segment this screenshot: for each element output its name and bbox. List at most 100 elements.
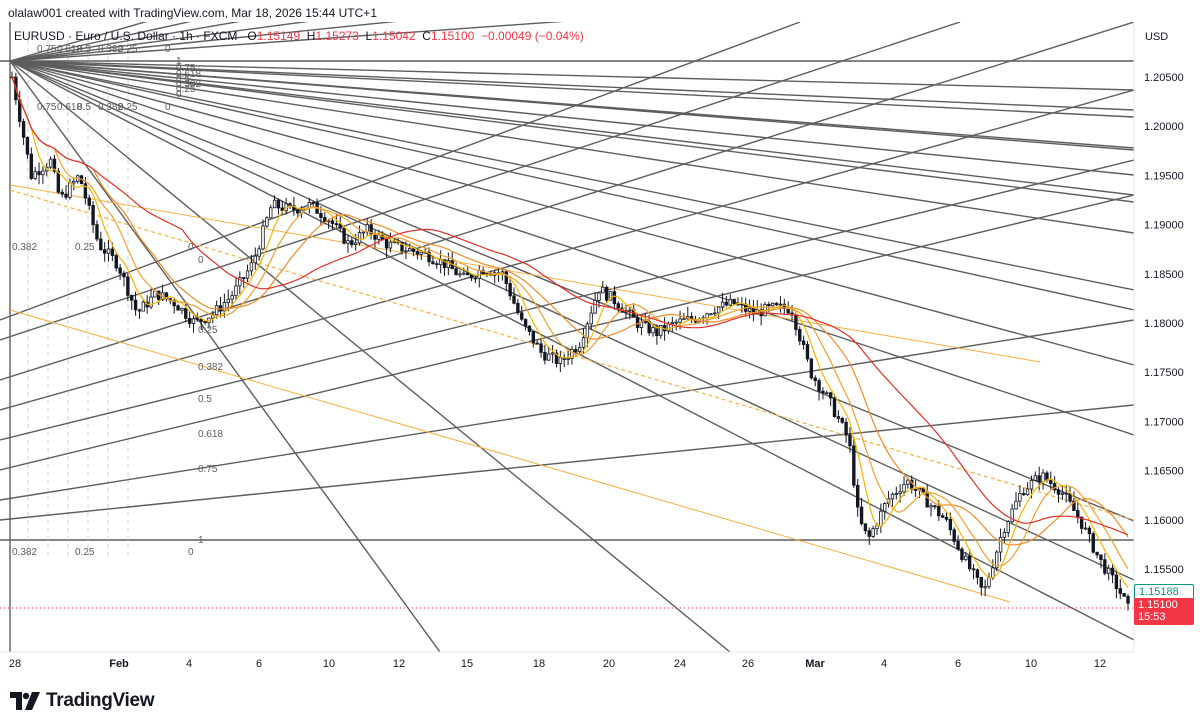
channel-mid: [9, 189, 1134, 521]
candle-body: [253, 255, 257, 264]
candle-body: [1041, 472, 1045, 483]
candle-body: [906, 479, 910, 485]
candle-body: [1064, 492, 1068, 495]
x-tick-label: 26: [742, 658, 754, 670]
fib-label-mid: 0.25: [198, 325, 218, 336]
fan-ray: [9, 22, 148, 62]
candle-body: [346, 240, 350, 244]
candle-body: [964, 555, 968, 561]
fib-label-top-row2: 0.5: [77, 102, 91, 113]
symbol-name[interactable]: EURUSD · Euro / U.S. Dollar · 1h · FXCM: [14, 29, 238, 43]
time-axis[interactable]: 28 Feb 4 6 10 12 15 18 20 24 26 Mar 4 6 10 12: [9, 658, 1106, 670]
fan-ray: [0, 404, 1134, 521]
candle-body: [558, 357, 563, 364]
fib-label-top: 0.75: [37, 44, 57, 55]
candle-body: [334, 223, 339, 226]
candle-body: [180, 307, 184, 311]
candle-body: [191, 318, 196, 324]
candle-body: [361, 231, 366, 234]
candle-body: [527, 325, 532, 332]
fib-label-top: 0.618: [57, 44, 82, 55]
fan-ray: [9, 60, 1134, 176]
currency-label[interactable]: USD: [1145, 31, 1169, 43]
candle-body: [678, 318, 682, 323]
candle-body: [967, 555, 972, 570]
candle-body: [1099, 554, 1103, 561]
candle-body: [249, 262, 254, 272]
candle-body: [99, 238, 103, 251]
candle-body: [1045, 472, 1049, 481]
candle-body: [141, 301, 145, 312]
candle-body: [921, 487, 926, 493]
fib-label-mid: 0: [188, 242, 194, 253]
candle-body: [102, 249, 107, 254]
candle-body: [1072, 500, 1076, 511]
channel-lines: [9, 184, 1134, 603]
candle-body: [265, 217, 269, 227]
candle-body: [674, 321, 678, 324]
candle-body: [616, 303, 620, 309]
candle-body: [520, 312, 524, 320]
fan-ray: [0, 194, 1134, 471]
candle-body: [137, 309, 142, 312]
x-tick-label: 4: [881, 658, 887, 670]
candle-body: [465, 272, 470, 276]
candle-body: [446, 260, 451, 269]
candle-body: [41, 170, 45, 176]
x-tick-label: 10: [323, 658, 335, 670]
candle-body: [1056, 489, 1061, 495]
x-tick-label: 6: [955, 658, 961, 670]
candle-body: [801, 340, 806, 345]
fib-label-mini: 1: [176, 56, 182, 67]
candle-body: [894, 493, 899, 495]
candle-body: [187, 317, 192, 324]
candle-body: [214, 305, 219, 315]
candle-body: [419, 251, 424, 255]
fib-label-top: 0: [165, 44, 171, 55]
fan-ray: [9, 60, 1134, 118]
candle-body: [995, 551, 999, 569]
candle-body: [516, 302, 520, 314]
ma-mid-line: [11, 76, 1129, 570]
candle-body: [728, 298, 732, 306]
candle-body: [384, 239, 389, 249]
candle-body: [975, 569, 980, 578]
candle-body: [991, 567, 995, 579]
candle-body: [1060, 492, 1065, 495]
candle-body: [149, 296, 153, 308]
fib-label-top-row2: 0.618: [57, 102, 82, 113]
fib-label-mid: 0.5: [198, 394, 212, 405]
y-tick-label: 1.16000: [1144, 515, 1184, 527]
y-tick-label: 1.19000: [1144, 220, 1184, 232]
candle-body: [1079, 516, 1084, 529]
candle-body: [369, 224, 373, 235]
candle-body: [539, 343, 543, 353]
candle-body: [612, 291, 617, 305]
candle-body: [724, 301, 729, 306]
candle-body: [798, 329, 802, 342]
candle-body: [68, 182, 72, 198]
x-tick-label: 28: [9, 658, 21, 670]
fan-ray: [0, 159, 1134, 441]
candle-body: [813, 377, 817, 382]
symbol-legend[interactable]: EURUSD · Euro / U.S. Dollar · 1h · FXCM …: [14, 29, 584, 43]
price-axis[interactable]: 1.20500 1.20000 1.19500 1.19000 1.18500 1.180…: [1144, 72, 1184, 576]
candle-body: [570, 349, 574, 359]
byline: olalaw001 created with TradingView.com, …: [8, 6, 377, 20]
low-value: 1.15042: [372, 29, 416, 43]
candle-body: [979, 577, 983, 588]
candle-body: [705, 313, 709, 319]
candle-body: [72, 180, 76, 184]
tradingview-logo[interactable]: TradingView: [10, 690, 155, 712]
candle-body: [230, 295, 234, 300]
x-tick-label: Mar: [805, 658, 825, 670]
candle-body: [659, 324, 663, 337]
candle-body: [1126, 595, 1130, 604]
candle-body: [956, 540, 960, 550]
candle-body: [998, 536, 1003, 553]
candle-body: [311, 201, 315, 204]
candle-body: [118, 267, 122, 274]
fib-label-mid: 0.618: [198, 429, 223, 440]
candle-body: [438, 259, 443, 266]
